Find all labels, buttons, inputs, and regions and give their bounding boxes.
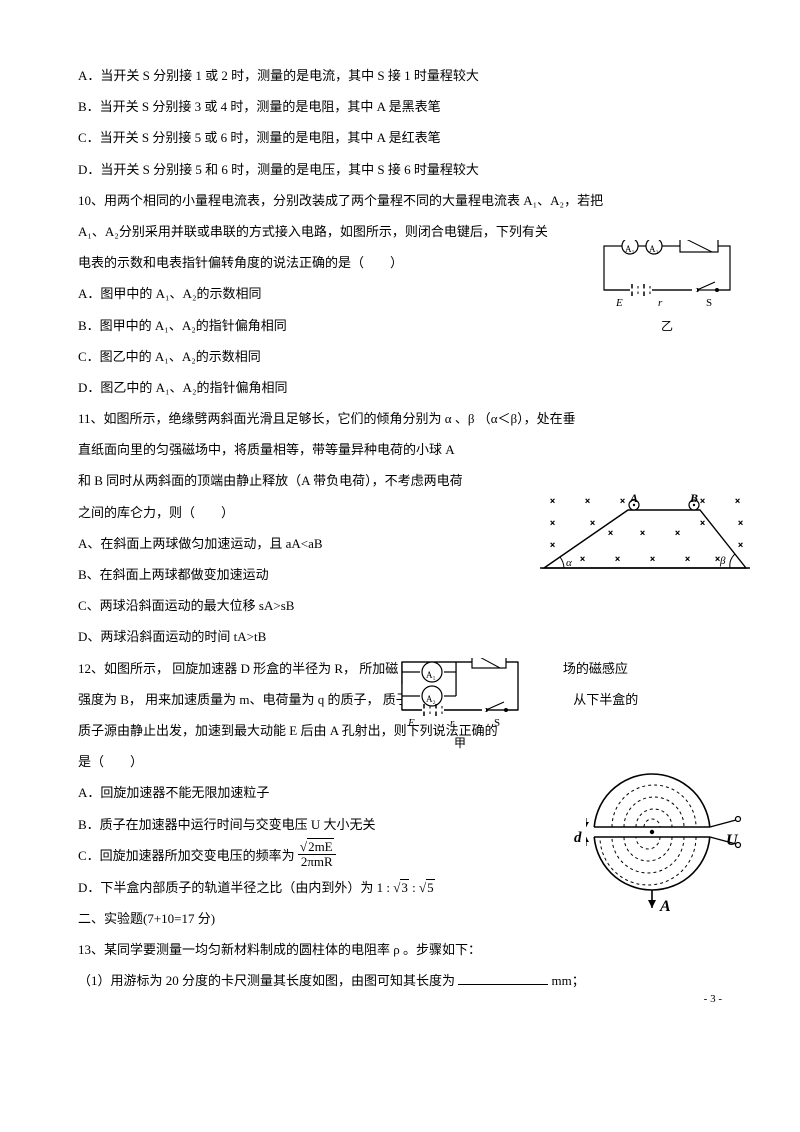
q9-option-b: B．当开关 S 分别接 3 或 4 时，测量的是电阻，其中 A 是黑表笔: [78, 91, 722, 122]
q12-optd-mid: :: [409, 880, 419, 895]
svg-text:×: ×: [590, 518, 595, 528]
svg-text:×: ×: [675, 528, 680, 538]
q10-fig-label: 乙: [602, 319, 732, 333]
q13-sub1: （1）用游标为 20 分度的卡尺测量其长度如图，由图可知其长度为 mm；: [78, 965, 722, 996]
q12-sqrt5: 5: [426, 879, 435, 895]
q11-stem-2: 直纸面向里的匀强磁场中，将质量相等，带等量异种电荷的小球 A: [78, 434, 722, 465]
svg-text:×: ×: [615, 554, 620, 564]
q11-fig-a: A: [630, 484, 638, 513]
svg-text:×: ×: [550, 518, 555, 528]
q12-sqrt3: 3: [400, 879, 409, 895]
q11-option-c: C、两球沿斜面运动的最大位移 sA>sB: [78, 590, 722, 621]
q10-fig-r: r: [658, 290, 662, 316]
q10-option-d: D．图乙中的 A₁、A₂的指针偏角相同: [78, 372, 722, 403]
q12-circuit-figure: A₁ A₂ E r S 甲: [400, 658, 520, 749]
q12-circ-e: E: [408, 710, 415, 736]
q12-stem-1a: 12、如图所示， 回旋加速器 D 形盒的半径为 R， 所加磁: [78, 661, 398, 676]
q12-formula-frac: √2mE 2πmR: [298, 840, 336, 870]
svg-text:×: ×: [700, 518, 705, 528]
q13-sub1-pre: （1）用游标为 20 分度的卡尺测量其长度如图，由图可知其长度为: [78, 973, 455, 988]
q12-stem-2b: 从下半盒的: [573, 692, 638, 707]
q13-blank[interactable]: [458, 971, 548, 985]
svg-text:×: ×: [550, 496, 555, 506]
q9-option-c: C．当开关 S 分别接 5 或 6 时，测量的是电阻，其中 A 是红表笔: [78, 122, 722, 153]
q10-fig-s: S: [706, 290, 712, 316]
q11-wedge-figure: ××××× ×××× ×× ××××× ××× A B α β: [540, 490, 750, 586]
q10-option-c: C．图乙中的 A₁、A₂的示数相同: [78, 341, 722, 372]
q11-fig-beta: β: [720, 548, 725, 574]
q12-circ-a2: A₂: [426, 689, 436, 711]
frac-sqrt-sign: √: [300, 839, 307, 854]
q12-stem-2a: 强度为 B， 用来加速质量为 m、电荷量为 q 的质子， 质子: [78, 692, 409, 707]
q12-circ-a1: A₁: [426, 665, 436, 687]
frac-den: 2πmR: [298, 855, 336, 869]
frac-sqrt-body: 2mE: [307, 838, 334, 854]
q12-cyclotron-figure: d U A: [586, 760, 746, 921]
page-number: - 3 -: [704, 986, 722, 1012]
svg-text:×: ×: [735, 496, 740, 506]
svg-text:×: ×: [550, 540, 555, 550]
cyclotron-d-label: d: [574, 820, 582, 856]
svg-text:×: ×: [640, 528, 645, 538]
q10-circuit-figure: A₁ A₂ E r S 乙: [602, 240, 732, 334]
q9-option-d: D．当开关 S 分别接 5 和 6 时，测量的是电压，其中 S 接 6 时量程较…: [78, 154, 722, 185]
cyclotron-u-label: U: [726, 822, 738, 860]
q12-option-d-pre: D．下半盒内部质子的轨道半径之比（由内到外）为 1 :: [78, 880, 393, 895]
q10-fig-e: E: [616, 290, 623, 316]
svg-text:×: ×: [650, 554, 655, 564]
q12-circ-caption: 甲: [400, 737, 520, 749]
svg-text:×: ×: [585, 496, 590, 506]
q11-fig-b: B: [690, 484, 698, 513]
svg-text:×: ×: [738, 518, 743, 528]
svg-text:×: ×: [685, 554, 690, 564]
q10-stem-1: 10、用两个相同的小量程电流表，分别改装成了两个量程不同的大量程电流表 A₁、A…: [78, 185, 722, 216]
svg-text:×: ×: [620, 496, 625, 506]
q11-option-d: D、两球沿斜面运动的时间 tA>tB: [78, 621, 722, 652]
q12-circ-r: r: [450, 710, 454, 736]
q10-fig-a2: A₂: [649, 239, 659, 261]
q12-stem-1b: 场的磁感应: [563, 661, 628, 676]
q12-option-c-pre: C．回旋加速器所加交变电压的频率为: [78, 848, 295, 863]
q13-stem: 13、某同学要测量一均匀新材料制成的圆柱体的电阻率 ρ 。步骤如下：: [78, 934, 722, 965]
q12-circ-s: S: [494, 710, 500, 736]
svg-text:×: ×: [608, 528, 613, 538]
svg-text:×: ×: [738, 540, 743, 550]
q9-option-a: A．当开关 S 分别接 1 或 2 时，测量的是电流，其中 S 接 1 时量程较…: [78, 60, 722, 91]
q10-fig-a1: A₁: [625, 239, 635, 261]
q11-stem-1: 11、如图所示，绝缘劈两斜面光滑且足够长，它们的倾角分别为 α 、β （α＜β）…: [78, 403, 722, 434]
q13-sub1-post: mm；: [552, 973, 585, 988]
svg-text:×: ×: [580, 554, 585, 564]
q11-fig-alpha: α: [566, 550, 572, 576]
cyclotron-a-label: A: [660, 888, 671, 926]
svg-text:×: ×: [700, 496, 705, 506]
